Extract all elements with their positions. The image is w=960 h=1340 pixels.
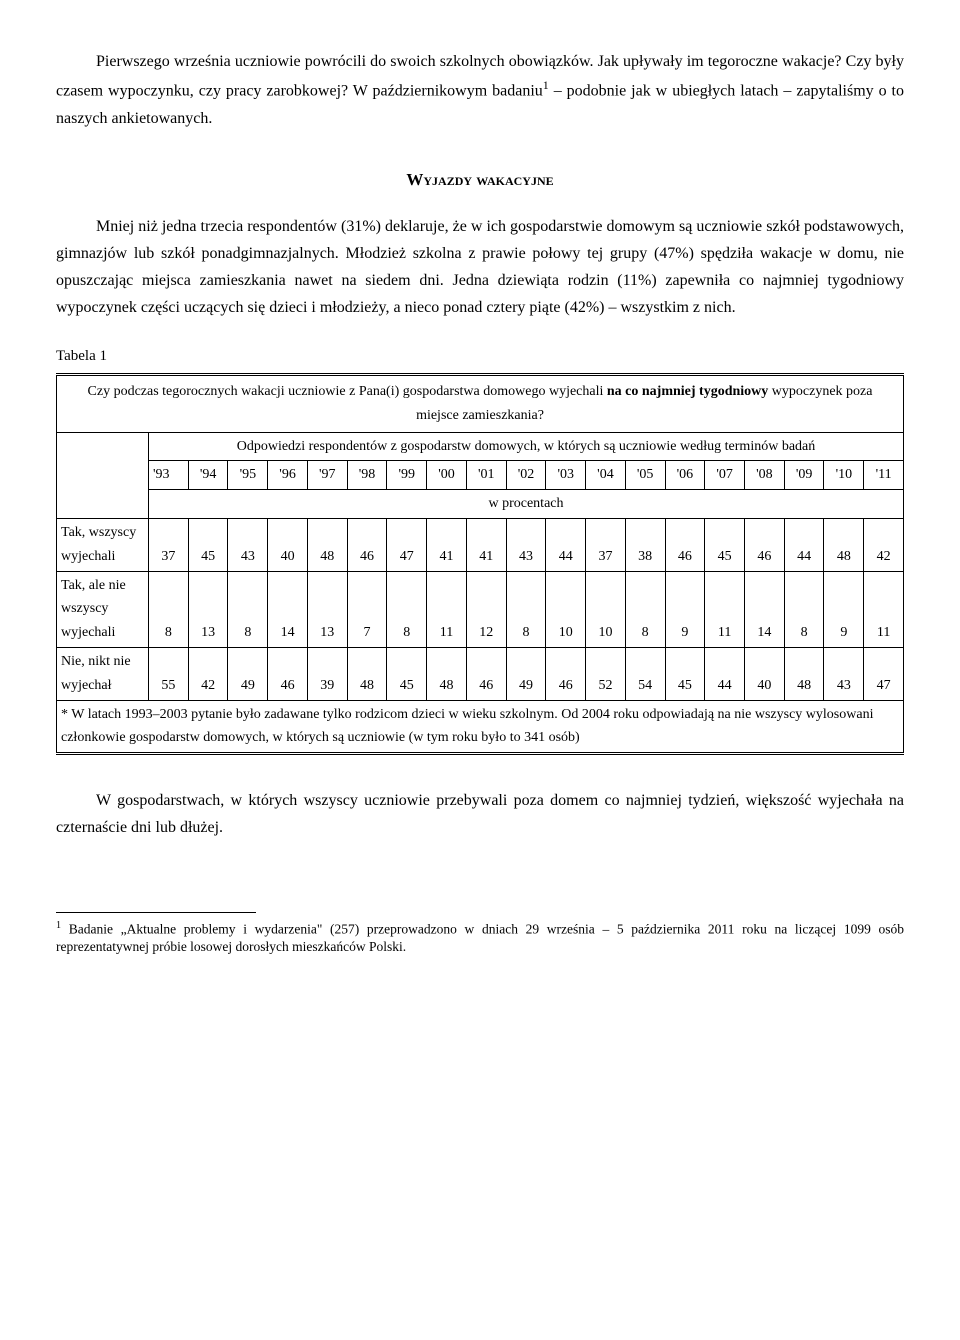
table-cell: 37: [586, 519, 626, 572]
table-cell: 45: [665, 648, 705, 701]
table-year-header: '99: [387, 461, 427, 490]
table-cell: 48: [307, 519, 347, 572]
table-year-header: '11: [864, 461, 904, 490]
table-cell: 44: [784, 519, 824, 572]
table-cell: 43: [506, 519, 546, 572]
table-cell: 43: [228, 519, 268, 572]
table-years-row: '93'94'95'96'97'98'99'00'01'02'03'04'05'…: [57, 461, 904, 490]
table-year-header: '97: [307, 461, 347, 490]
table-cell: 42: [864, 519, 904, 572]
table-cell: 9: [824, 571, 864, 647]
table-cell: 47: [387, 519, 427, 572]
table-cell: 54: [625, 648, 665, 701]
table-cell: 46: [745, 519, 785, 572]
table-column-header: Odpowiedzi respondentów z gospodarstw do…: [149, 432, 904, 461]
footnote-text: Badanie „Aktualne problemy i wydarzenia"…: [56, 921, 904, 954]
table-year-header: '95: [228, 461, 268, 490]
table-row-label: Nie, nikt nie wyjechał: [57, 648, 149, 701]
table-cell: 45: [188, 519, 228, 572]
table-row-label: Tak, wszyscy wyjechali: [57, 519, 149, 572]
section-heading-wyjazdy: Wyjazdy wakacyjne: [56, 166, 904, 195]
table-cell: 8: [625, 571, 665, 647]
table-cell: 10: [586, 571, 626, 647]
table-cell: 45: [705, 519, 745, 572]
table-cell: 44: [546, 519, 586, 572]
footnote-separator: [56, 912, 256, 913]
table-row: Tak, wszyscy wyjechali374543404846474141…: [57, 519, 904, 572]
table-cell: 46: [546, 648, 586, 701]
table-cell: 8: [387, 571, 427, 647]
table-cell: 39: [307, 648, 347, 701]
table-cell: 12: [466, 571, 506, 647]
table-cell: 11: [705, 571, 745, 647]
table-cell: 13: [188, 571, 228, 647]
table-cell: 41: [466, 519, 506, 572]
table-cell: 37: [149, 519, 189, 572]
table-cell: 40: [268, 519, 308, 572]
table-cell: 8: [784, 571, 824, 647]
table-year-header: '98: [347, 461, 387, 490]
table-year-header: '04: [586, 461, 626, 490]
table-cell: 46: [466, 648, 506, 701]
table-question: Czy podczas tegorocznych wakacji uczniow…: [57, 375, 904, 433]
table-cell: 13: [307, 571, 347, 647]
table-cell: 46: [665, 519, 705, 572]
table-year-header: '06: [665, 461, 705, 490]
table-year-header: '93: [149, 461, 189, 490]
table-cell: 52: [586, 648, 626, 701]
table-cell: 8: [149, 571, 189, 647]
table-cell: 46: [268, 648, 308, 701]
table-1-label: Tabela 1: [56, 344, 904, 370]
table-row-label: Tak, ale nie wszyscy wyjechali: [57, 571, 149, 647]
table-1: Czy podczas tegorocznych wakacji uczniow…: [56, 373, 904, 755]
table-year-header: '07: [705, 461, 745, 490]
table-cell: 46: [347, 519, 387, 572]
table-cell: 44: [705, 648, 745, 701]
table-year-header: '10: [824, 461, 864, 490]
table-year-header: '09: [784, 461, 824, 490]
paragraph-2: Mniej niż jedna trzecia respondentów (31…: [56, 213, 904, 322]
table-cell: 9: [665, 571, 705, 647]
table-year-header: '96: [268, 461, 308, 490]
table-cell: 48: [347, 648, 387, 701]
table-cell: 41: [427, 519, 467, 572]
table-row: Nie, nikt nie wyjechał554249463948454846…: [57, 648, 904, 701]
table-cell: 47: [864, 648, 904, 701]
table-row: Tak, ale nie wszyscy wyjechali8138141378…: [57, 571, 904, 647]
table-cell: 10: [546, 571, 586, 647]
table-year-header: '05: [625, 461, 665, 490]
table-year-header: '00: [427, 461, 467, 490]
table-cell: 38: [625, 519, 665, 572]
table-unit: w procentach: [149, 490, 904, 519]
table-cell: 8: [506, 571, 546, 647]
table-question-text: Czy podczas tegorocznych wakacji uczniow…: [88, 384, 873, 423]
table-cell: 48: [427, 648, 467, 701]
table-cell: 14: [268, 571, 308, 647]
table-year-header: '01: [466, 461, 506, 490]
table-cell: 49: [506, 648, 546, 701]
table-cell: 14: [745, 571, 785, 647]
table-cell: 11: [864, 571, 904, 647]
paragraph-3: W gospodarstwach, w których wszyscy uczn…: [56, 787, 904, 841]
table-year-header: '03: [546, 461, 586, 490]
table-footnote: * W latach 1993–2003 pytanie było zadawa…: [57, 700, 904, 754]
table-cell: 48: [784, 648, 824, 701]
table-cell: 55: [149, 648, 189, 701]
table-year-header: '08: [745, 461, 785, 490]
table-cell: 40: [745, 648, 785, 701]
footnote-1: 1 Badanie „Aktualne problemy i wydarzeni…: [56, 919, 904, 957]
table-cell: 49: [228, 648, 268, 701]
table-cell: 11: [427, 571, 467, 647]
table-cell: 43: [824, 648, 864, 701]
table-cell: 45: [387, 648, 427, 701]
table-stub-head: [57, 432, 149, 518]
table-year-header: '02: [506, 461, 546, 490]
table-cell: 48: [824, 519, 864, 572]
table-cell: 7: [347, 571, 387, 647]
table-cell: 8: [228, 571, 268, 647]
table-cell: 42: [188, 648, 228, 701]
paragraph-1: Pierwszego września uczniowie powrócili …: [56, 48, 904, 132]
table-year-header: '94: [188, 461, 228, 490]
